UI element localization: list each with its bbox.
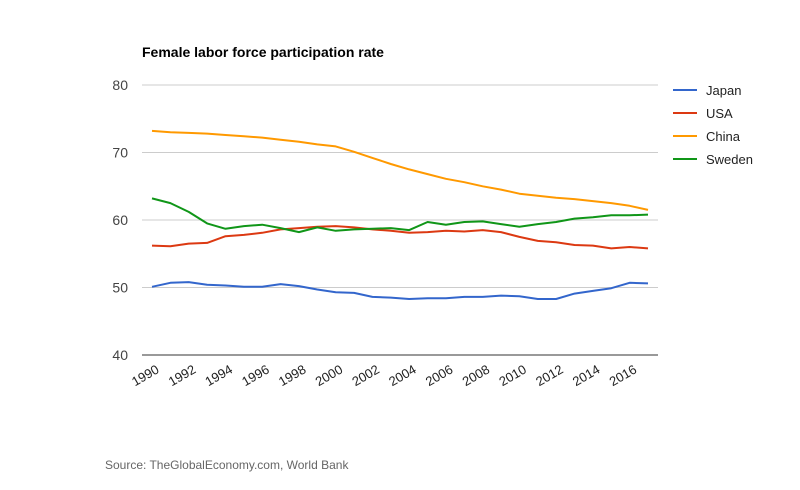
series-line-usa <box>151 225 649 250</box>
y-tick-label: 60 <box>112 212 128 228</box>
x-tick-label: 1998 <box>276 362 309 389</box>
gridlines <box>142 84 658 356</box>
x-tick-label: 2012 <box>533 362 566 389</box>
y-tick-label: 40 <box>112 347 128 363</box>
legend: Japan USA China Sweden <box>673 83 753 167</box>
x-tick-label: 2014 <box>570 362 603 389</box>
y-tick-label: 70 <box>112 145 128 161</box>
y-axis-ticks: 40 50 60 70 80 <box>112 77 128 363</box>
legend-item-usa: USA <box>673 106 733 121</box>
x-tick-label: 2008 <box>460 362 493 389</box>
x-tick-label: 2000 <box>313 362 346 389</box>
x-tick-label: 2002 <box>349 362 382 389</box>
x-tick-label: 2004 <box>386 362 419 389</box>
legend-label: Japan <box>706 83 741 98</box>
series-lines <box>151 129 649 300</box>
chart-title: Female labor force participation rate <box>142 44 384 60</box>
legend-label: USA <box>706 106 733 121</box>
x-tick-label: 1990 <box>129 362 162 389</box>
series-line-sweden <box>151 197 649 234</box>
x-tick-label: 1992 <box>166 362 199 389</box>
series-line-japan <box>151 281 649 300</box>
source-note: Source: TheGlobalEconomy.com, World Bank <box>105 458 349 472</box>
x-tick-label: 2016 <box>607 362 640 389</box>
legend-item-china: China <box>673 129 741 144</box>
y-tick-label: 50 <box>112 280 128 296</box>
x-axis-ticks: 1990 1992 1994 1996 1998 2000 2002 2004 2006 2008… <box>129 362 639 389</box>
series-line-china <box>151 129 649 211</box>
x-tick-label: 1994 <box>202 362 235 389</box>
legend-item-japan: Japan <box>673 83 741 98</box>
y-tick-label: 80 <box>112 77 128 93</box>
legend-item-sweden: Sweden <box>673 152 753 167</box>
x-tick-label: 2010 <box>496 362 529 389</box>
legend-label: China <box>706 129 741 144</box>
legend-label: Sweden <box>706 152 753 167</box>
x-tick-label: 1996 <box>239 362 272 389</box>
x-tick-label: 2006 <box>423 362 456 389</box>
